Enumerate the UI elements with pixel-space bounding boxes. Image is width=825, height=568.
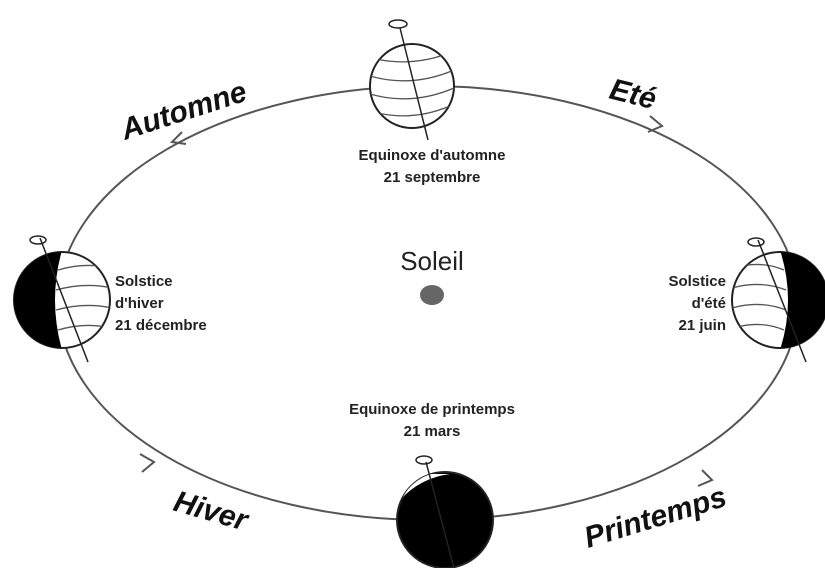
position-name: Equinoxe d'automne — [359, 147, 506, 164]
earth-autumn — [370, 20, 454, 140]
sun-label: Soleil — [400, 246, 464, 276]
position-name: Equinoxe de printemps — [349, 401, 515, 418]
earth-summer — [732, 238, 825, 362]
position-name: d'hiver — [115, 295, 164, 312]
diagram: Soleil — [0, 0, 825, 568]
position-date: 21 mars — [404, 423, 461, 440]
season-label: Hiver — [170, 485, 253, 538]
season-label: Eté — [606, 73, 659, 116]
season-label: Printemps — [580, 480, 730, 554]
earth-winter — [10, 236, 112, 362]
sun — [420, 285, 444, 305]
position-date: 21 septembre — [384, 169, 481, 186]
position-name: d'été — [692, 295, 726, 312]
season-label: Automne — [116, 75, 251, 147]
position-name: Solstice — [668, 273, 726, 290]
position-date: 21 juin — [678, 317, 726, 334]
position-name: Solstice — [115, 273, 173, 290]
earth-spring — [397, 456, 493, 568]
position-date: 21 décembre — [115, 317, 207, 334]
